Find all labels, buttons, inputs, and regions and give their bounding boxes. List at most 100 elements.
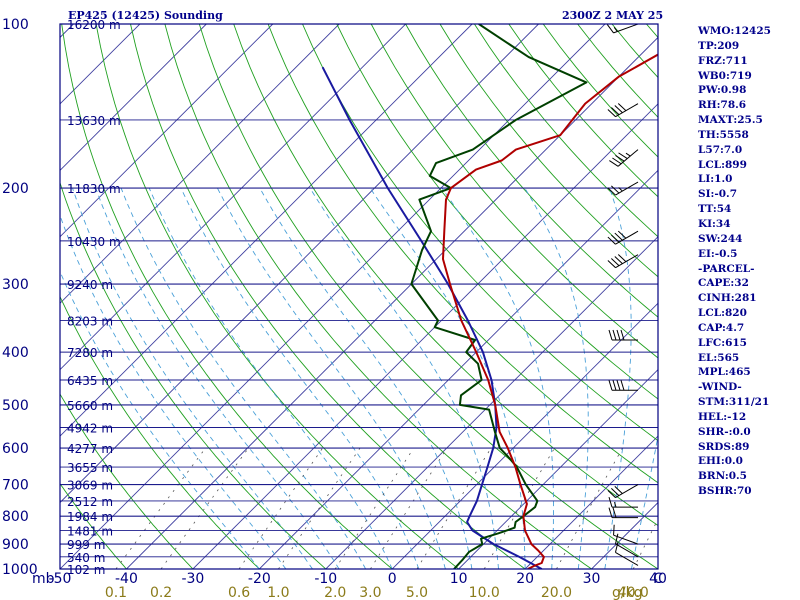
wind-barb-half-flag xyxy=(614,501,617,508)
index-entry: EHI:0.0 xyxy=(698,455,743,468)
wind-barb-staff xyxy=(615,484,639,499)
wind-barb-half-flag xyxy=(625,152,631,157)
index-entry: KI:34 xyxy=(698,217,731,230)
index-entry: TP:209 xyxy=(698,39,740,52)
mixing-ratio-tick-label: 0.1 xyxy=(105,585,127,600)
index-entry: LI:1.0 xyxy=(698,173,733,186)
index-entry: HEL:-12 xyxy=(698,410,747,423)
isotherm-line xyxy=(325,236,658,569)
wind-barb xyxy=(609,149,639,167)
moist-adiabat-line xyxy=(217,187,446,569)
wind-barb-staff xyxy=(613,534,639,545)
height-label: 1481 m xyxy=(67,525,113,539)
index-entry: SRDS:89 xyxy=(698,440,750,453)
height-label: 102 m xyxy=(67,563,105,577)
wind-barb-flag xyxy=(620,329,625,341)
chart-title: EP425 (12425) Sounding xyxy=(68,9,223,22)
temperature-tick-label: -20 xyxy=(248,571,271,587)
index-entry: LFC:615 xyxy=(698,336,747,349)
wind-barb-flag xyxy=(608,329,613,341)
isotherm-line xyxy=(458,369,658,569)
mixing-ratio-line xyxy=(370,447,448,569)
isotherm-line xyxy=(126,36,658,569)
wind-barb-half-flag xyxy=(618,187,623,192)
wind-barb-flag xyxy=(609,160,619,167)
height-label: 13630 m xyxy=(67,114,121,128)
mixing-ratio-tick-label: 2.0 xyxy=(324,585,346,600)
moist-adiabat-line xyxy=(369,187,526,569)
index-entry: LCL:820 xyxy=(698,307,747,320)
wind-barb-flag xyxy=(614,542,619,553)
wind-barb-staff xyxy=(617,149,639,167)
height-label: 8203 m xyxy=(67,315,113,329)
mixing-ratio-tick-label: 1.0 xyxy=(267,585,289,600)
height-label: 10430 m xyxy=(67,235,121,249)
height-label: 6435 m xyxy=(67,374,113,388)
wind-barb xyxy=(607,230,639,245)
mixing-ratio-axis-unit: g/kg xyxy=(612,585,643,600)
wind-barb-flag xyxy=(607,236,616,245)
wind-barb xyxy=(606,23,639,34)
wind-barb xyxy=(608,380,638,391)
isotherm-line xyxy=(192,103,658,569)
index-entry: STM:311/21 xyxy=(698,396,770,409)
temperature-tick-label: -30 xyxy=(181,571,204,587)
temperature-tick-label: -50 xyxy=(49,571,72,587)
wind-barb-flag xyxy=(620,380,625,391)
sounding-indices-panel: WMO:12425 TP:209 FRZ:711 WB0:719 PW:0.98 RH:7… xyxy=(698,24,771,499)
index-entry: L57:7.0 xyxy=(698,143,743,156)
wind-barb-flag xyxy=(616,380,621,391)
wind-barb-flag xyxy=(615,155,625,162)
mixing-ratio-tick-label: 5.0 xyxy=(406,585,428,600)
pressure-tick-label: 1000 xyxy=(2,562,38,578)
index-entry: CINH:281 xyxy=(698,292,757,305)
plot-frame xyxy=(59,23,659,570)
isotherm-line xyxy=(60,24,539,504)
index-entry: SI:-0.7 xyxy=(698,188,737,201)
wind-barb xyxy=(607,254,639,269)
index-entry: BRN:0.5 xyxy=(698,470,747,483)
wind-barb-flag xyxy=(616,329,621,341)
dry-adiabat-line xyxy=(95,24,459,569)
index-entry: BSHR:70 xyxy=(698,485,752,498)
wind-barb-flag xyxy=(612,507,617,518)
wind-barb-flag xyxy=(608,507,613,518)
wind-barb-flag xyxy=(614,533,619,544)
mixing-ratio-line xyxy=(416,447,492,569)
wind-barb xyxy=(607,103,639,118)
index-entry: LCL:899 xyxy=(698,158,747,171)
wind-barb-flag xyxy=(617,103,627,112)
wind-barb-flag xyxy=(612,380,617,391)
temperature-tick-label: 30 xyxy=(583,571,601,587)
height-label: 4277 m xyxy=(67,442,113,456)
index-entry: MPL:465 xyxy=(698,366,751,379)
index-entry: PW:0.98 xyxy=(698,84,747,97)
isotherm-line xyxy=(60,24,340,304)
wind-barb-flag xyxy=(606,24,614,34)
mixing-ratio-tick-label: 0.2 xyxy=(150,585,172,600)
index-entry: SW:244 xyxy=(698,232,743,245)
wind-barb-flag xyxy=(611,185,620,194)
wind-barb-staff xyxy=(615,543,639,558)
height-label: 9240 m xyxy=(67,278,113,292)
moist-adiabat-line xyxy=(60,270,260,569)
mixing-ratio-tick-label: 20.0 xyxy=(541,585,572,600)
mixing-ratio-line xyxy=(278,447,361,569)
wind-barb xyxy=(608,329,638,341)
height-label: 1984 m xyxy=(67,510,113,524)
wind-barb-half-flag xyxy=(613,27,618,32)
mixing-ratio-line xyxy=(238,447,323,569)
wind-barb-flag xyxy=(608,496,613,508)
wind-barb-flag xyxy=(611,258,620,267)
pressure-tick-label: 100 xyxy=(2,17,29,33)
temperature-tick-label: 20 xyxy=(516,571,534,587)
height-label: 999 m xyxy=(67,538,105,552)
index-entry: -WIND- xyxy=(698,381,742,394)
isotherm-line xyxy=(259,169,658,569)
wind-barb-flag xyxy=(617,230,627,239)
wind-barb-flag xyxy=(607,109,616,118)
wind-barb-flag xyxy=(618,152,628,160)
height-label: 16200 m xyxy=(67,18,121,32)
index-entry: WMO:12425 xyxy=(698,25,771,37)
wind-barb xyxy=(614,533,639,558)
